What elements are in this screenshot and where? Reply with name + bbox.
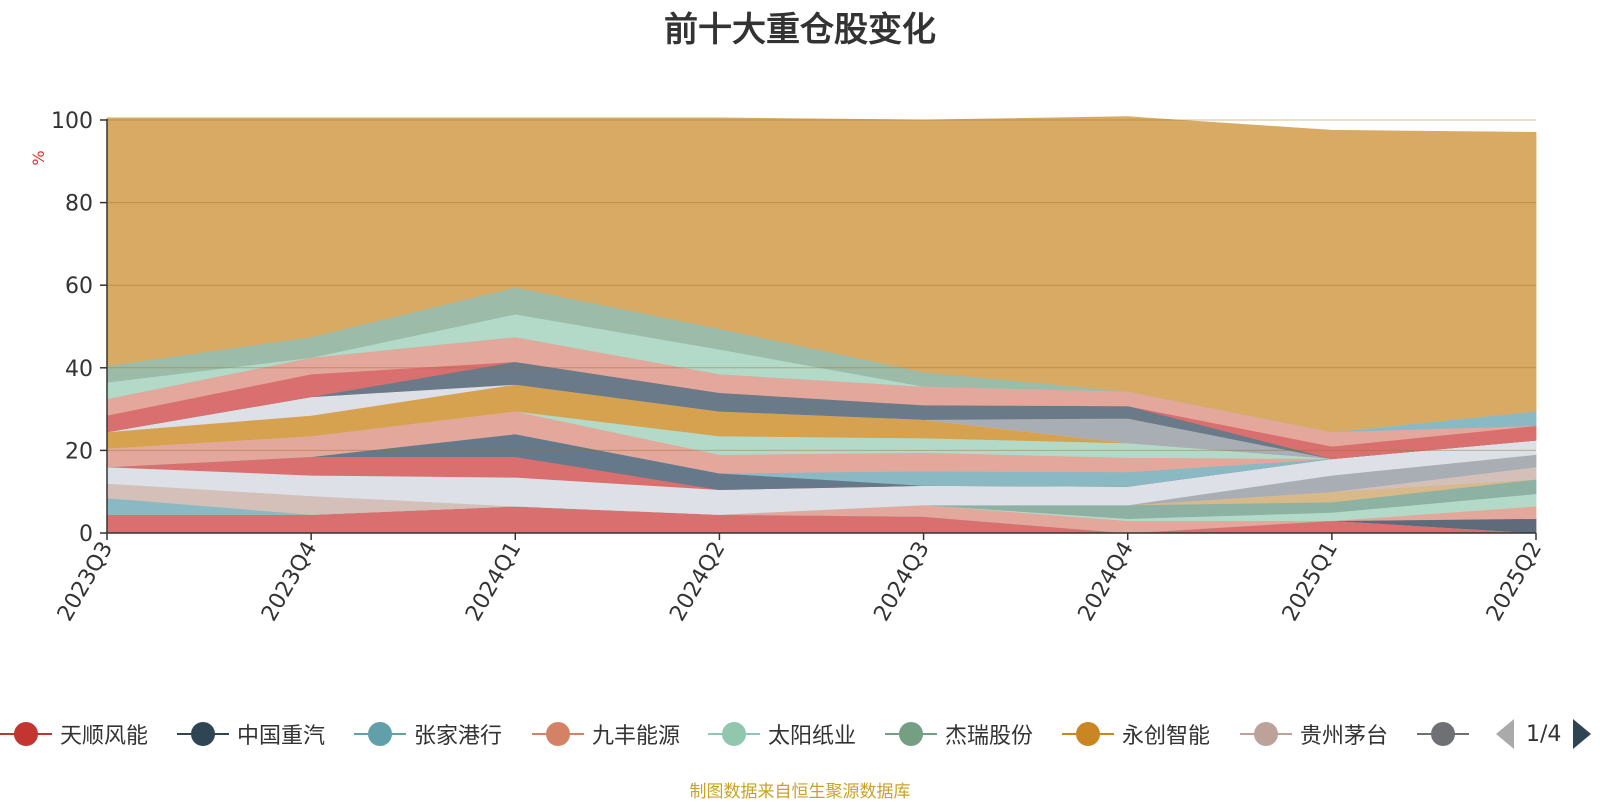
legend: 天顺风能 中国重汽 张家港行 九丰能源 太阳纸业 杰瑞股份 永创智能 贵州茅台 宁 xyxy=(0,710,1470,758)
legend-marker-icon xyxy=(708,722,760,746)
legend-marker-icon xyxy=(1240,722,1292,746)
legend-label: 太阳纸业 xyxy=(768,724,857,749)
source-note: 制图数据来自恒生聚源数据库 xyxy=(689,782,911,802)
legend-page-indicator: 1/4 xyxy=(1526,721,1562,747)
x-tick-label: 2025Q1 xyxy=(1278,538,1343,626)
legend-label: 永创智能 xyxy=(1122,724,1211,749)
y-tick-label: 100 xyxy=(51,109,93,134)
y-tick-label: 60 xyxy=(65,274,93,299)
legend-marker-icon xyxy=(532,722,584,746)
legend-label: 九丰能源 xyxy=(592,724,681,749)
grid-lines xyxy=(107,119,1536,451)
legend-marker-icon xyxy=(1062,722,1114,746)
legend-item[interactable]: 张家港行 xyxy=(354,710,502,758)
x-tick-label: 2024Q2 xyxy=(665,538,730,626)
legend-item[interactable]: 杰瑞股份 xyxy=(885,710,1033,758)
y-tick-label: 0 xyxy=(79,522,93,547)
legend-label: 天顺风能 xyxy=(60,724,149,749)
x-tick-label: 2023Q4 xyxy=(257,538,322,626)
legend-marker-icon xyxy=(0,722,52,746)
legend-item[interactable]: 永创智能 xyxy=(1062,710,1210,758)
chart-title: 前十大重仓股变化 xyxy=(664,10,936,50)
legend-marker-icon xyxy=(885,722,937,746)
y-axis-label: % xyxy=(29,150,48,165)
x-tick-label: 2025Q2 xyxy=(1482,538,1547,626)
legend-item[interactable]: 九丰能源 xyxy=(532,710,680,758)
legend-label: 中国重汽 xyxy=(237,724,326,749)
y-tick-label: 40 xyxy=(65,357,93,382)
legend-next-page-icon[interactable] xyxy=(1573,719,1592,749)
legend-label: 杰瑞股份 xyxy=(945,724,1034,749)
legend-item[interactable]: 贵州茅台 xyxy=(1240,710,1388,758)
y-tick-label: 20 xyxy=(65,439,93,464)
legend-item[interactable]: 太阳纸业 xyxy=(708,710,856,758)
legend-item[interactable]: 天顺风能 xyxy=(0,710,148,758)
area-series-25 xyxy=(106,116,1537,433)
legend-pager: 1/4 xyxy=(1496,712,1592,756)
legend-marker-icon xyxy=(1417,722,1469,746)
legend-item[interactable]: 中国重汽 xyxy=(177,710,325,758)
legend-marker-icon xyxy=(177,722,229,746)
legend-label: 张家港行 xyxy=(414,724,503,749)
y-tick-label: 80 xyxy=(65,192,93,217)
x-tick-label: 2023Q3 xyxy=(53,538,118,626)
x-tick-label: 2024Q3 xyxy=(869,538,934,626)
stacked-areas xyxy=(106,116,1537,534)
legend-marker-icon xyxy=(354,722,406,746)
x-tick-label: 2024Q4 xyxy=(1074,538,1139,626)
legend-prev-page-icon[interactable] xyxy=(1496,719,1514,749)
legend-item[interactable]: 宁 xyxy=(1417,710,1470,758)
legend-label: 贵州茅台 xyxy=(1300,724,1389,749)
x-tick-label: 2024Q1 xyxy=(461,538,526,626)
